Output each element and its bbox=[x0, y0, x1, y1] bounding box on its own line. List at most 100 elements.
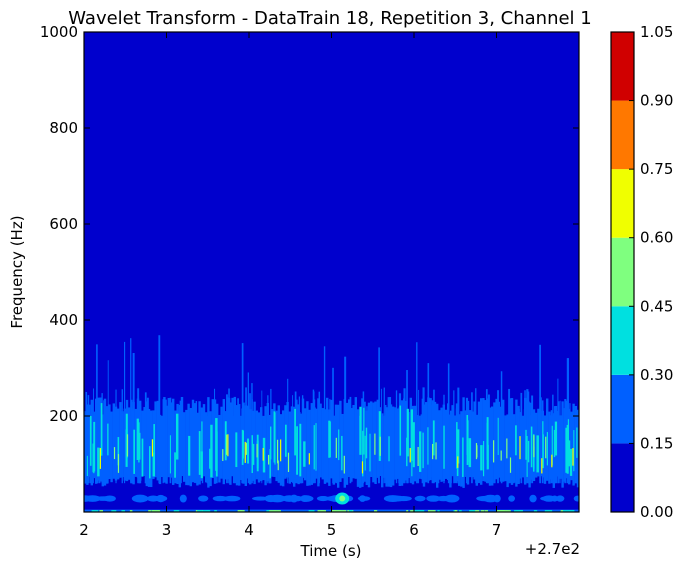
heat-hotspot bbox=[545, 436, 547, 459]
heat-core bbox=[456, 422, 458, 469]
heat-spike bbox=[380, 388, 382, 484]
colorbar-tick-label: 0.45 bbox=[640, 297, 673, 315]
heat-lowfreq-blob bbox=[103, 495, 116, 502]
heat-baseline-spot bbox=[506, 510, 511, 512]
heat-core bbox=[303, 441, 306, 467]
heat-baseline-spot bbox=[560, 510, 564, 512]
heat-band-cell bbox=[308, 409, 311, 486]
heat-spike bbox=[195, 401, 198, 484]
heat-core bbox=[176, 413, 179, 460]
heat-core bbox=[480, 445, 483, 471]
heat-spike bbox=[146, 397, 149, 484]
heat-band-cell bbox=[372, 402, 375, 483]
heat-band-cell bbox=[288, 411, 291, 484]
heat-baseline-spot bbox=[339, 510, 347, 512]
heat-band-cell bbox=[231, 397, 234, 477]
heat-band-cell bbox=[119, 402, 122, 478]
heat-baseline-spot bbox=[484, 510, 488, 512]
heat-lowfreq-blob bbox=[551, 495, 558, 502]
heat-baseline-spot bbox=[317, 510, 324, 512]
heat-hotspot bbox=[276, 439, 279, 464]
heat-spike bbox=[206, 415, 209, 484]
heat-band-cell bbox=[189, 407, 192, 487]
heat-band-cell bbox=[488, 407, 492, 486]
heat-hotspot bbox=[227, 434, 229, 457]
heat-band-cell bbox=[385, 407, 388, 487]
heat-band-cell bbox=[145, 401, 148, 487]
heat-band-cell bbox=[271, 409, 274, 477]
heat-core bbox=[89, 416, 92, 466]
colorbar-segment bbox=[611, 443, 634, 512]
heat-spike bbox=[261, 390, 263, 484]
heat-baseline-spot bbox=[414, 510, 419, 512]
heat-core bbox=[526, 435, 528, 477]
heat-baseline-spot bbox=[214, 510, 217, 512]
heat-hotspot bbox=[99, 448, 101, 469]
heat-core bbox=[363, 407, 365, 455]
heat-spike bbox=[471, 392, 473, 484]
heat-band-cell bbox=[473, 401, 476, 480]
heat-lowfreq-blob bbox=[414, 495, 426, 502]
heat-band-cell bbox=[330, 399, 333, 479]
heat-lowfreq-blob bbox=[139, 496, 149, 501]
heat-hotspot bbox=[519, 436, 521, 460]
heat-band-cell bbox=[150, 410, 153, 488]
colorbar-tick-label: 0.00 bbox=[640, 503, 673, 521]
heat-core bbox=[530, 426, 533, 468]
heat-baseline-spot bbox=[173, 510, 178, 512]
heat-band-cell bbox=[345, 402, 349, 485]
heat-band-cell bbox=[341, 413, 344, 479]
heat-hotspot bbox=[509, 457, 512, 473]
heat-spike bbox=[249, 393, 251, 484]
heat-spike bbox=[557, 401, 560, 484]
heat-band-cell bbox=[429, 398, 432, 481]
x-tick-label: 5 bbox=[327, 521, 337, 539]
heat-band-cell bbox=[277, 405, 280, 483]
heat-core bbox=[388, 436, 390, 462]
heat-band-cell bbox=[482, 398, 485, 482]
heat-hotspot bbox=[335, 437, 337, 458]
heat-hotspot bbox=[222, 449, 224, 461]
heat-spike bbox=[550, 410, 553, 484]
heat-lowfreq-blob bbox=[573, 495, 579, 502]
heat-band-cell bbox=[506, 414, 509, 488]
heat-band-cell bbox=[207, 397, 210, 488]
heat-lowfreq-blob bbox=[281, 495, 297, 502]
heat-core bbox=[329, 421, 331, 458]
heat-band-cell bbox=[154, 401, 157, 478]
heat-core bbox=[169, 435, 171, 474]
heat-lowfreq-blob bbox=[84, 495, 93, 502]
heat-band-cell bbox=[163, 397, 166, 483]
colorbar-tick-label: 0.75 bbox=[640, 160, 673, 178]
heat-baseline-spot bbox=[480, 510, 485, 512]
heat-spike bbox=[368, 415, 371, 484]
heat-spike bbox=[292, 395, 294, 484]
heat-spike bbox=[395, 390, 398, 484]
heat-spike bbox=[349, 396, 352, 484]
heat-band-cell bbox=[535, 412, 538, 478]
heat-band-cell bbox=[339, 400, 342, 482]
heat-band-cell bbox=[174, 410, 177, 484]
heat-core bbox=[296, 426, 299, 475]
heat-core bbox=[174, 452, 176, 478]
heat-hotspot bbox=[256, 443, 258, 458]
heat-lowfreq-blob bbox=[212, 496, 228, 501]
x-tick-label: 3 bbox=[162, 521, 172, 539]
heat-spike bbox=[253, 404, 255, 484]
heat-band-cell bbox=[433, 401, 437, 483]
heat-core bbox=[256, 434, 259, 469]
heat-core bbox=[188, 435, 191, 476]
heat-band-cell bbox=[90, 399, 93, 486]
heat-spike bbox=[96, 344, 98, 484]
heat-band-cell bbox=[86, 404, 89, 485]
heat-core bbox=[466, 429, 469, 465]
heat-baseline-spot bbox=[274, 510, 281, 512]
heat-band-cell bbox=[570, 411, 573, 481]
heat-baseline-spot bbox=[202, 510, 211, 512]
heat-spike bbox=[130, 338, 132, 484]
heat-spike bbox=[564, 399, 567, 484]
heat-core bbox=[410, 409, 413, 461]
heat-spike bbox=[123, 341, 126, 484]
heat-hotspot bbox=[280, 439, 282, 462]
heat-band-cell bbox=[326, 397, 329, 483]
